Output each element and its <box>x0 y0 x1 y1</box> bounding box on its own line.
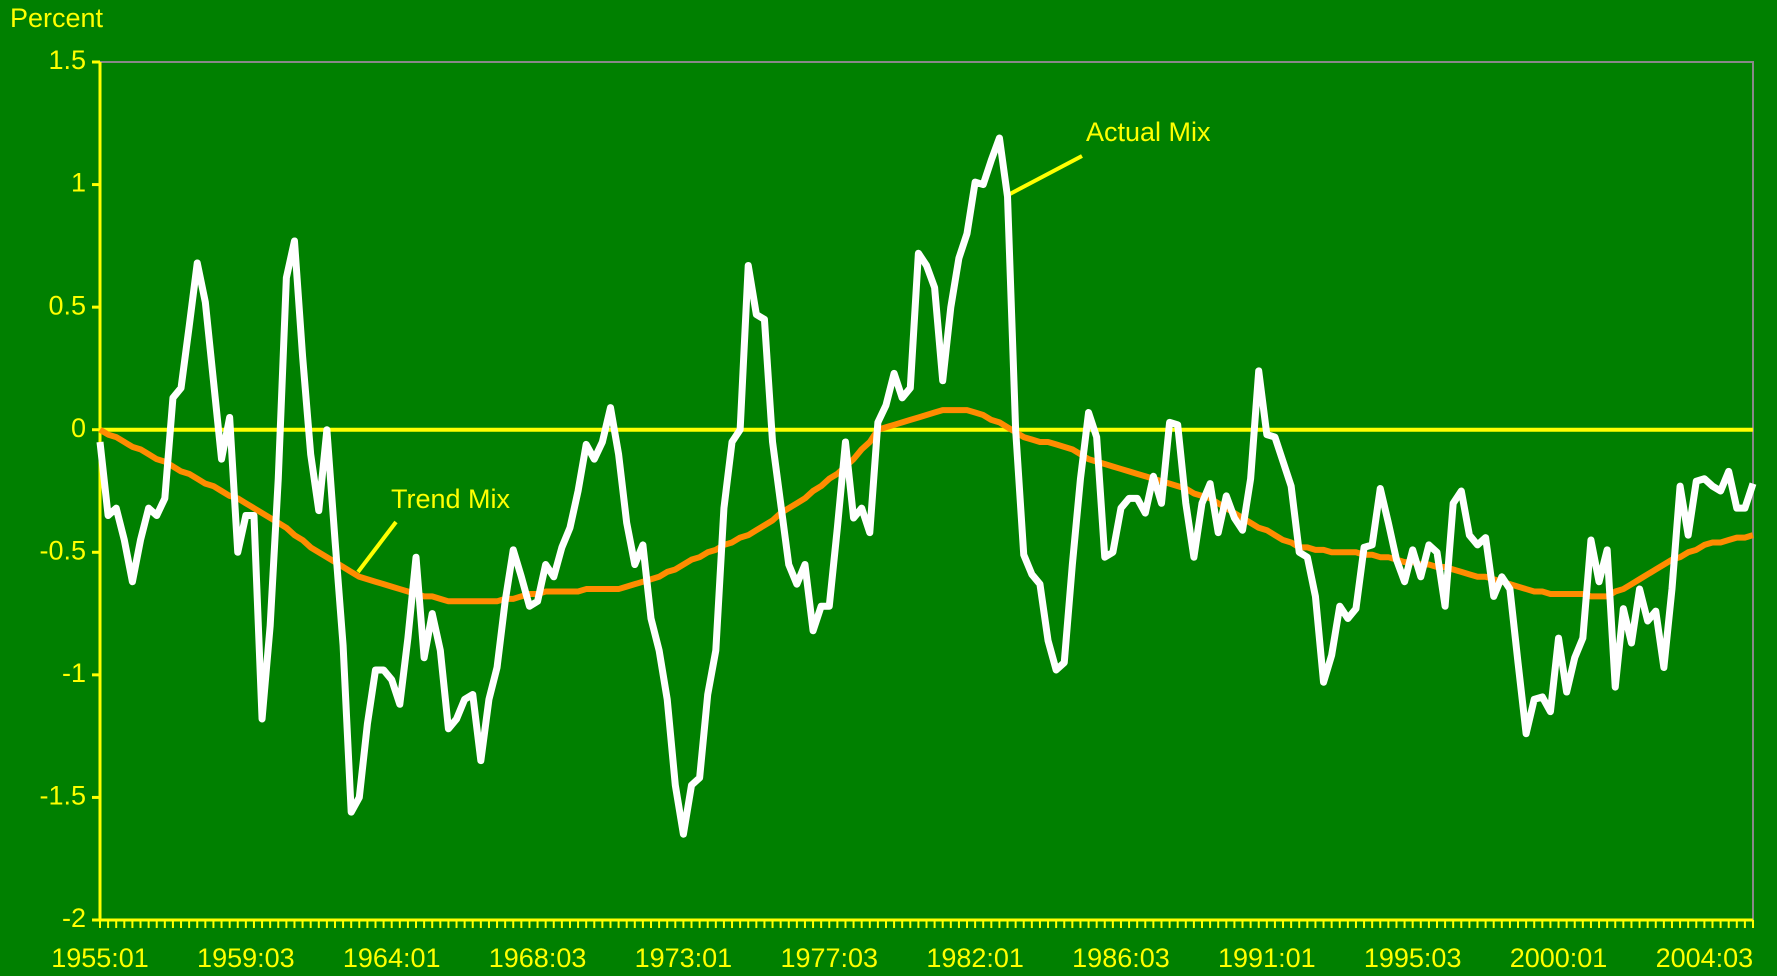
y-axis-label: Percent <box>10 3 104 33</box>
x-tick-label: 1982:01 <box>926 943 1024 973</box>
x-tick-label: 2000:01 <box>1510 943 1608 973</box>
x-tick-label: 1991:01 <box>1218 943 1316 973</box>
y-tick-label: 1.5 <box>48 45 86 75</box>
y-tick-label: -1.5 <box>39 781 86 811</box>
x-tick-label: 1995:03 <box>1364 943 1462 973</box>
x-tick-label: 1986:03 <box>1072 943 1170 973</box>
y-tick-label: 0.5 <box>48 290 86 320</box>
y-tick-label: -0.5 <box>39 535 86 565</box>
x-tick-label: 1973:01 <box>635 943 733 973</box>
annotation-leader <box>1007 154 1083 197</box>
y-tick-label: 1 <box>71 168 86 198</box>
annotation: Actual Mix <box>1086 117 1211 147</box>
annotation-leader <box>356 520 398 574</box>
x-tick-label: 2004:03 <box>1656 943 1754 973</box>
x-tick-label: 1959:03 <box>197 943 295 973</box>
y-tick-label: -1 <box>62 658 86 688</box>
data-line <box>98 407 1754 605</box>
data-line <box>96 134 1757 838</box>
y-tick-label: -2 <box>62 903 86 933</box>
annotation: Trend Mix <box>391 484 511 514</box>
x-tick-label: 1977:03 <box>780 943 878 973</box>
y-tick-label: 0 <box>71 413 86 443</box>
x-tick-label: 1964:01 <box>343 943 441 973</box>
x-tick-label: 1968:03 <box>489 943 587 973</box>
x-tick-label: 1955:01 <box>51 943 149 973</box>
